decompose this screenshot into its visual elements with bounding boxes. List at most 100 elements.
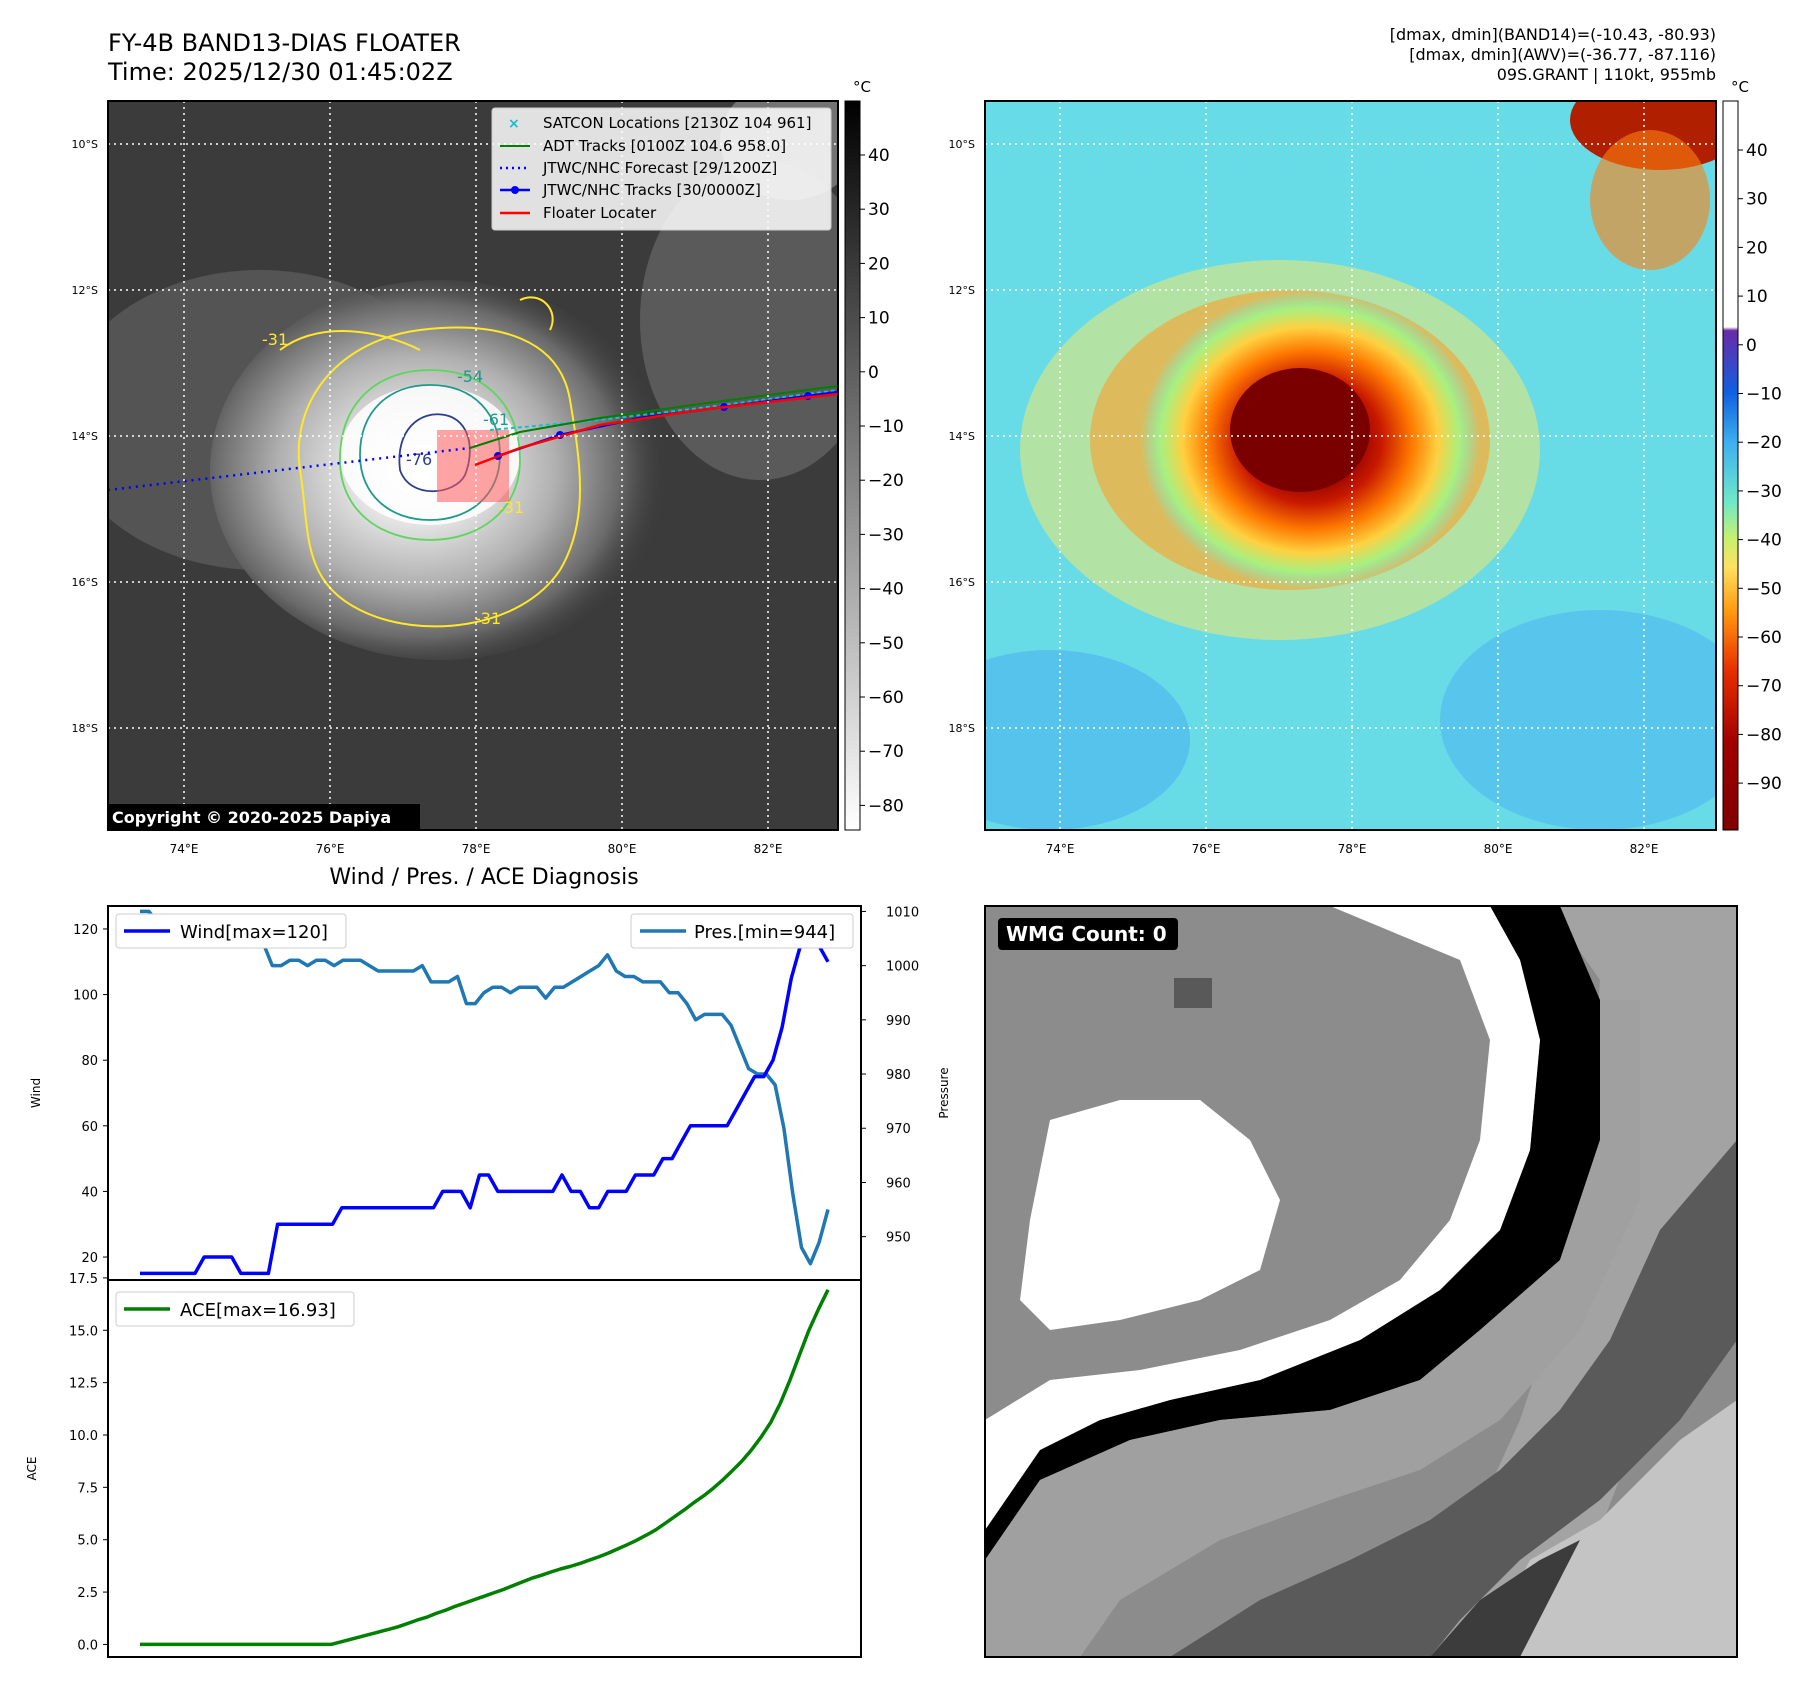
pressure-axis-tick-label: 970	[886, 1122, 911, 1137]
satcon-track	[489, 389, 838, 431]
wind-axis-tick-label: 80	[81, 1054, 98, 1069]
gray-colorbar-tick-label: 40	[868, 146, 890, 166]
wmg-darker-patch	[1430, 1540, 1580, 1657]
color-colorbar-tick-label: −80	[1746, 725, 1782, 745]
diagnosis-title: Wind / Pres. / ACE Diagnosis	[329, 865, 638, 890]
legend-label-adt: ADT Tracks [0100Z 104.6 958.0]	[543, 137, 786, 155]
color-colorbar-tick-label: −70	[1746, 677, 1782, 697]
wmg-white-blob	[1020, 1100, 1280, 1330]
color-colorbar-unit: °C	[1731, 78, 1749, 96]
color-colorbar-tick-label: −10	[1746, 385, 1782, 405]
lat-tick-label: 12°S	[72, 284, 98, 297]
lon-tick-label: 74°E	[170, 842, 199, 856]
info-line1: [dmax, dmin](BAND14)=(-10.43, -80.93)	[1390, 25, 1716, 44]
ace-axis-tick-label: 7.5	[77, 1481, 98, 1496]
contour-label: -54	[457, 367, 483, 386]
legend-box	[491, 107, 832, 231]
lat-tick-label: 10°S	[72, 138, 98, 151]
wind-axis-tick-label: 60	[81, 1120, 98, 1135]
southwest-cool-area	[985, 650, 1190, 830]
ace-axis-tick-label: 12.5	[69, 1377, 98, 1392]
pressure-axis-tick-label: 960	[886, 1176, 911, 1191]
pressure-axis-tick-label: 1010	[886, 905, 919, 920]
gray-colorbar-tick-label: −50	[868, 634, 904, 654]
wind-axis-tick-label: 120	[73, 923, 98, 938]
floater-locater-track	[474, 392, 838, 467]
pressure-axis-tick-label: 990	[886, 1014, 911, 1029]
legend-label-floater: Floater Locater	[543, 204, 657, 222]
copyright-bg	[108, 804, 420, 830]
cold-cloud-top	[1230, 368, 1370, 492]
wind-legend-box	[115, 913, 347, 949]
wmg-count-badge	[998, 918, 1178, 950]
gray-colorbar: °C 40 30 20 10 0 −10 −20 −30 −40 −50 −60 −70 −80	[844, 78, 904, 831]
gray-colorbar-tick-label: −20	[868, 471, 904, 491]
color-colorbar: °C 40 30 20 10 0 −10 −20 −30 −40 −50 −60 −70 −80 −90	[1722, 78, 1782, 831]
color-colorbar-tick-label: −40	[1746, 531, 1782, 551]
gray-colorbar-tick-label: 0	[868, 363, 879, 383]
lat-tick-label: 18°S	[949, 722, 975, 735]
ace-axis-tick-label: 0.0	[77, 1638, 98, 1653]
lat-tick-label: 16°S	[72, 576, 98, 589]
color-colorbar-tick-label: 10	[1746, 287, 1768, 307]
color-colorbar-tick-label: 0	[1746, 336, 1757, 356]
wmg-count-label: WMG Count: 0	[1006, 922, 1167, 946]
contour-label: -61	[483, 410, 509, 429]
lon-tick-label: 78°E	[1338, 842, 1367, 856]
gray-colorbar-tick-label: −80	[868, 796, 904, 816]
lat-tick-label: 12°S	[949, 284, 975, 297]
wmg-dark-square	[1174, 978, 1212, 1008]
gray-colorbar-tick-label: −30	[868, 525, 904, 545]
lon-tick-label: 82°E	[754, 842, 783, 856]
color-colorbar-tick-label: 30	[1746, 190, 1768, 210]
ace-axis-tick-label: 2.5	[77, 1586, 98, 1601]
ir1-frame	[107, 100, 839, 831]
jtwc-forecast-line	[108, 446, 471, 492]
contour-green	[339, 369, 521, 541]
color-colorbar-tick-label: 20	[1746, 238, 1768, 258]
gray-colorbar-tick-label: 20	[868, 254, 890, 274]
legend-label-tracks: JTWC/NHC Tracks [30/0000Z]	[542, 181, 761, 199]
gray-colorbar-tick-label: 30	[868, 200, 890, 220]
pressure-axis-label: Pressure	[937, 1067, 951, 1118]
wmg-darkgray-band	[1170, 1140, 1737, 1657]
ace-legend-label: ACE[max=16.93]	[180, 1300, 336, 1321]
wind-legend-label: Wind[max=120]	[180, 922, 328, 943]
southeast-cool-area	[1440, 610, 1716, 830]
lon-tick-label: 74°E	[1046, 842, 1075, 856]
color-colorbar-bar	[1722, 100, 1739, 831]
wind-axis-label: Wind	[29, 1078, 43, 1108]
lat-tick-label: 14°S	[72, 430, 98, 443]
wmg-frame	[984, 905, 1738, 1658]
wmg-black-band	[985, 906, 1600, 1560]
contour-yellow-north	[279, 296, 554, 351]
wind-series-line	[140, 927, 830, 1276]
contour-label: -31	[498, 498, 524, 517]
ace-legend-box	[115, 1291, 355, 1327]
lon-tick-label: 78°E	[462, 842, 491, 856]
contour-label: -31	[262, 330, 288, 349]
lon-tick-label: 80°E	[1484, 842, 1513, 856]
gray-colorbar-bar	[844, 100, 861, 831]
ace-axis-tick-label: 5.0	[77, 1534, 98, 1549]
northeast-warm-band	[1590, 130, 1710, 270]
wind-pressure-frame	[107, 905, 862, 1281]
ir2-gridlines	[985, 101, 1716, 830]
contour-label: -76	[406, 450, 432, 469]
contour-label: -31	[475, 609, 501, 628]
info-line2: [dmax, dmin](AWV)=(-36.77, -87.116)	[1409, 45, 1716, 64]
color-colorbar-tick-label: −30	[1746, 482, 1782, 502]
lon-tick-label: 76°E	[316, 842, 345, 856]
figure-title-line1: FY-4B BAND13-DIAS FLOATER	[108, 29, 461, 57]
ace-axis-tick-label: 15.0	[69, 1324, 98, 1339]
legend-label-satcon: SATCON Locations [2130Z 104 961]	[543, 114, 811, 132]
floater-locater-box	[437, 430, 509, 502]
lat-tick-label: 16°S	[949, 576, 975, 589]
color-colorbar-tick-label: −60	[1746, 628, 1782, 648]
pressure-legend-label: Pres.[min=944]	[694, 922, 835, 943]
wmg-midgray-band	[985, 1000, 1640, 1657]
legend-x-icon: ×	[508, 116, 520, 132]
pressure-axis-tick-label: 950	[886, 1231, 911, 1246]
lon-tick-label: 76°E	[1192, 842, 1221, 856]
lon-tick-label: 80°E	[608, 842, 637, 856]
